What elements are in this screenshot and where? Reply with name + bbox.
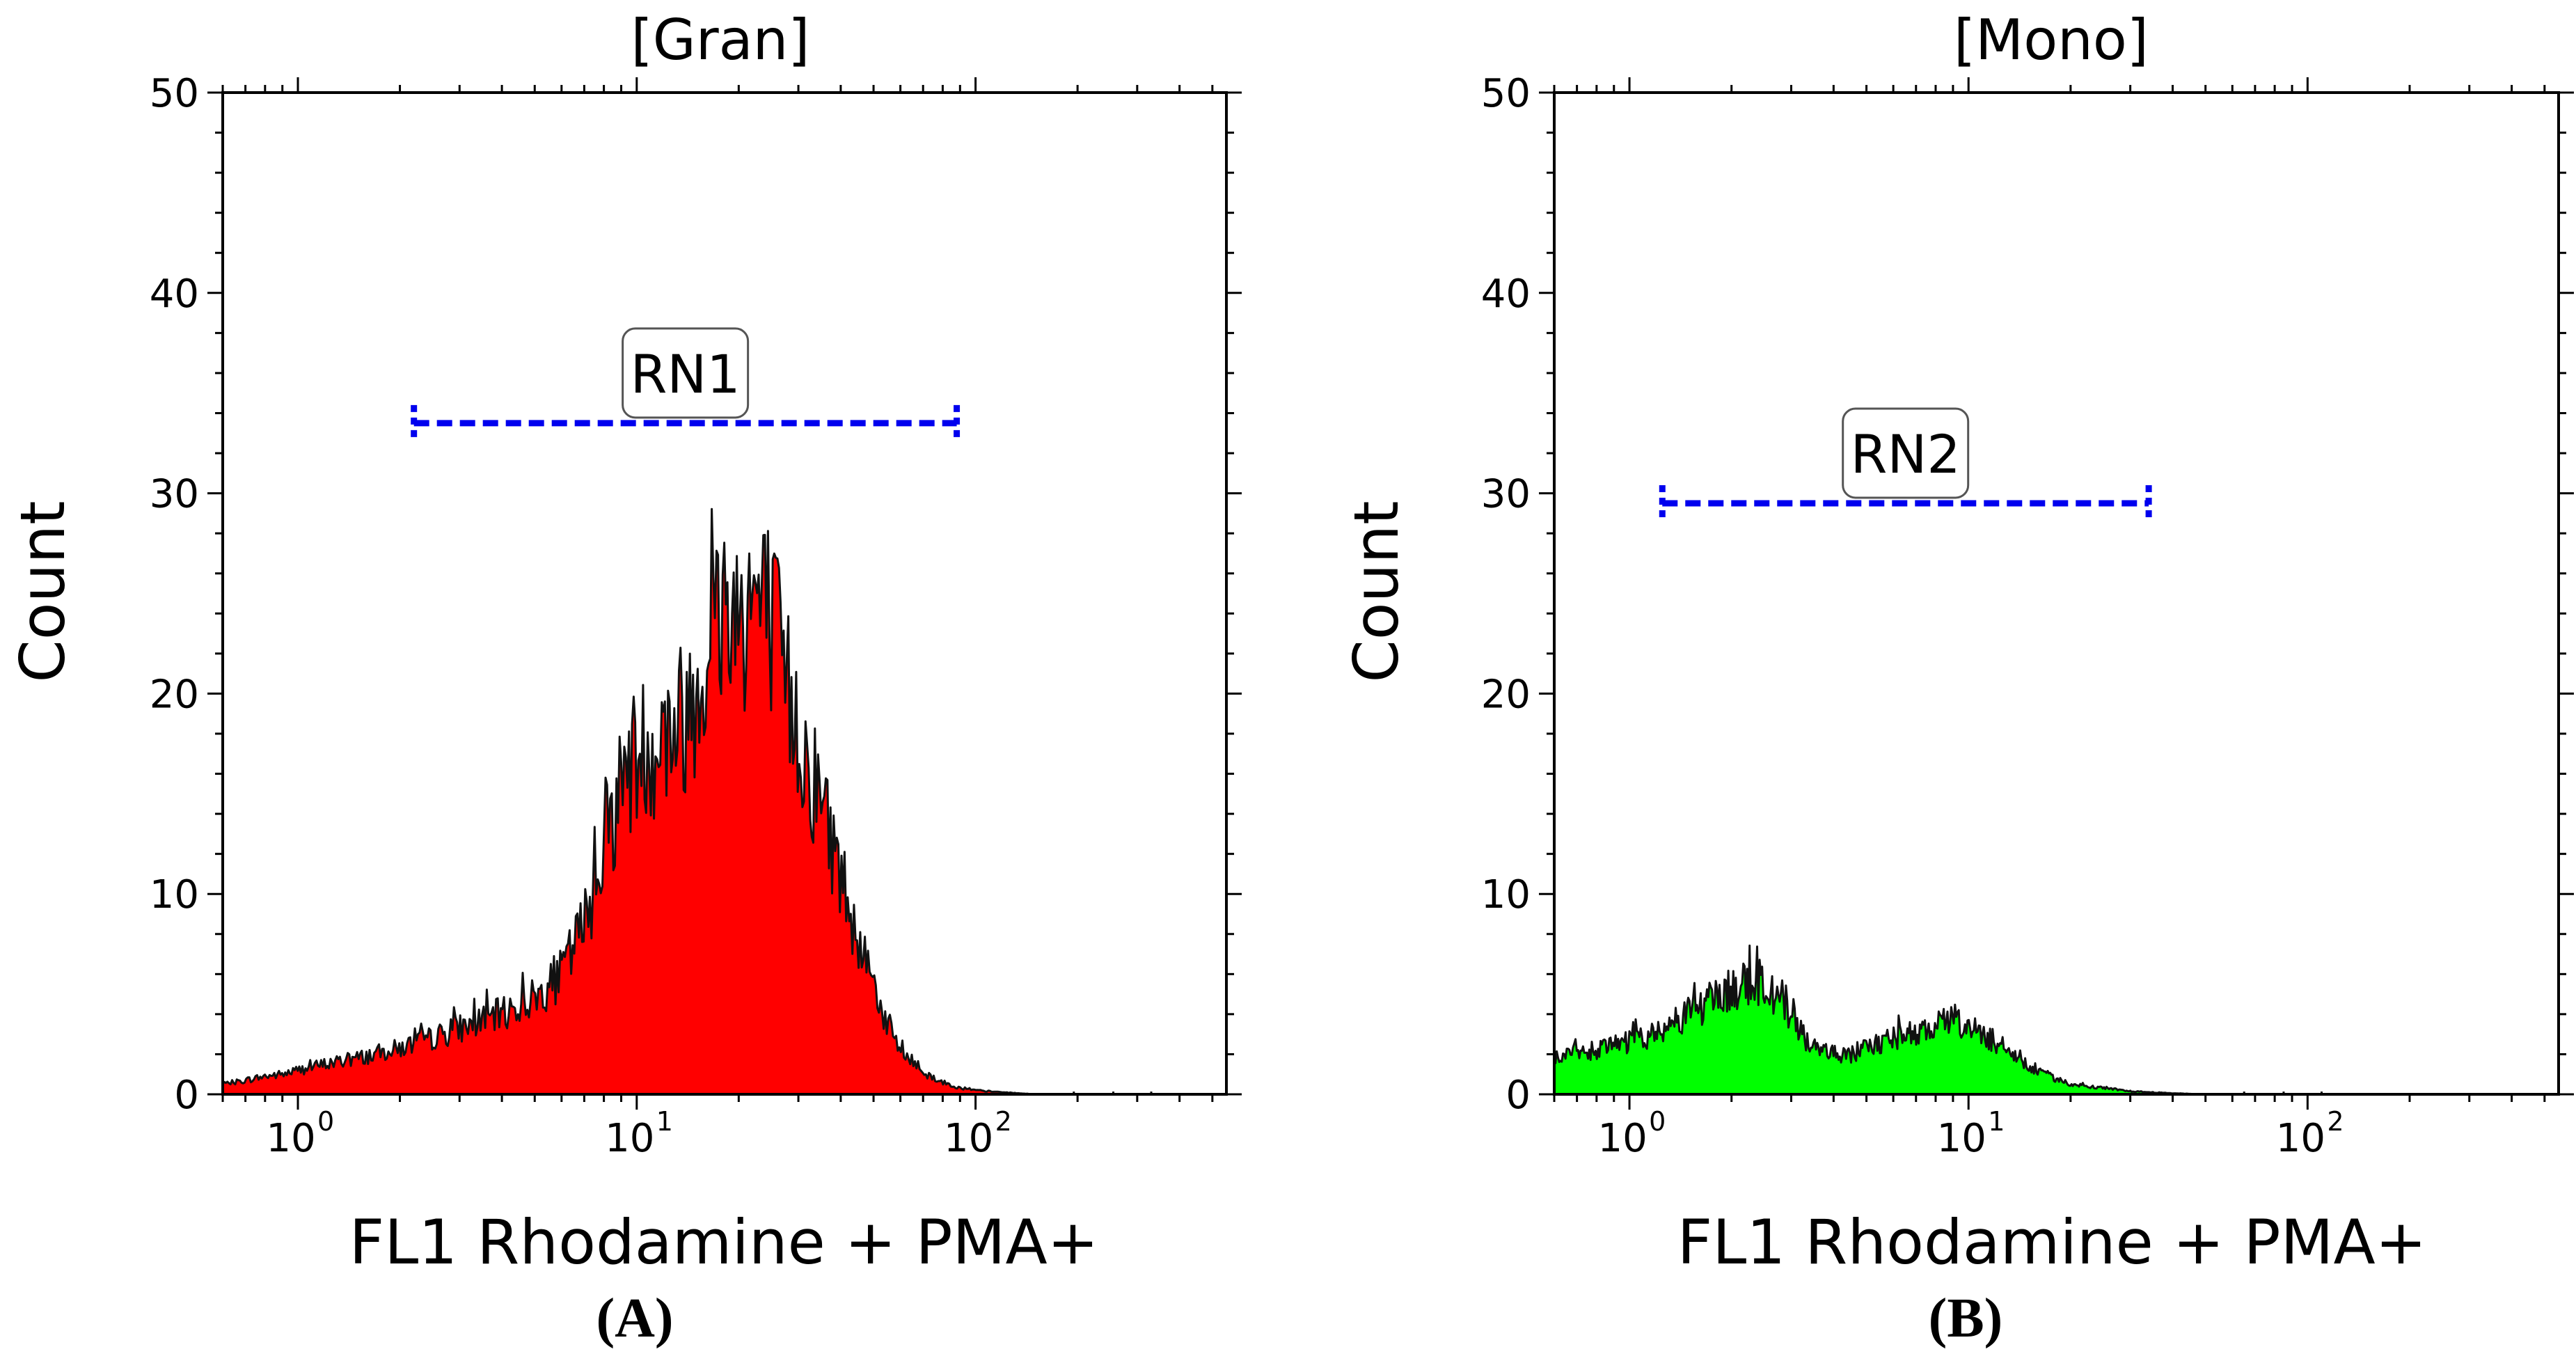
x-tick-label: 10 — [605, 1116, 654, 1161]
y-tick-label: 40 — [150, 271, 199, 317]
x-tick-exponent: 1 — [1988, 1106, 2005, 1137]
x-tick-label: 10 — [1937, 1116, 1986, 1161]
plot-frame — [221, 91, 1228, 1096]
y-tick-label: 30 — [150, 472, 199, 517]
gate-label: RN1 — [631, 343, 741, 405]
x-tick-exponent: 0 — [1649, 1106, 1666, 1137]
panel-label: (A) — [596, 1288, 673, 1349]
y-tick-label: 20 — [1481, 672, 1531, 717]
x-tick-exponent: 2 — [2327, 1106, 2344, 1137]
x-axis-label: FL1 Rhodamine + PMA+ — [349, 1206, 1099, 1278]
chart-title: [Mono] — [1954, 8, 2149, 72]
panel-a: [Gran] Count FL1 Rhodamine + PMA+ (A) 01… — [7, 8, 1242, 1349]
histogram-area — [221, 507, 1036, 1096]
y-tick-label: 50 — [150, 71, 199, 116]
x-tick-label: 10 — [266, 1116, 315, 1161]
histogram-area — [1553, 944, 2207, 1096]
x-tick-label: 10 — [1597, 1116, 1647, 1161]
x-tick-exponent: 0 — [317, 1106, 334, 1137]
panel-b: [Mono] Count FL1 Rhodamine + PMA+ (B) 01… — [1341, 8, 2574, 1349]
plot-frame — [1553, 91, 2560, 1096]
x-tick-exponent: 2 — [995, 1106, 1012, 1137]
y-tick-label: 30 — [1481, 472, 1531, 517]
y-tick-label: 50 — [1481, 71, 1531, 116]
chart-title: [Gran] — [631, 8, 809, 72]
y-tick-label: 10 — [150, 872, 199, 917]
y-tick-label: 40 — [1481, 271, 1531, 317]
gate-label-box — [622, 327, 750, 419]
y-tick-label: 0 — [174, 1073, 199, 1118]
x-tick-label: 10 — [2276, 1116, 2325, 1161]
y-axis-label: Count — [1341, 501, 1412, 682]
x-tick-exponent: 1 — [656, 1106, 673, 1137]
y-tick-label: 10 — [1481, 872, 1531, 917]
x-axis-label: FL1 Rhodamine + PMA+ — [1677, 1206, 2427, 1278]
x-tick-label: 10 — [944, 1116, 993, 1161]
gate-label-box — [1842, 407, 1970, 499]
y-tick-label: 20 — [150, 672, 199, 717]
panel-label: (B) — [1929, 1288, 2003, 1349]
y-tick-label: 0 — [1506, 1073, 1531, 1118]
gate-label: RN2 — [1851, 423, 1961, 485]
y-axis-label: Count — [7, 501, 79, 682]
